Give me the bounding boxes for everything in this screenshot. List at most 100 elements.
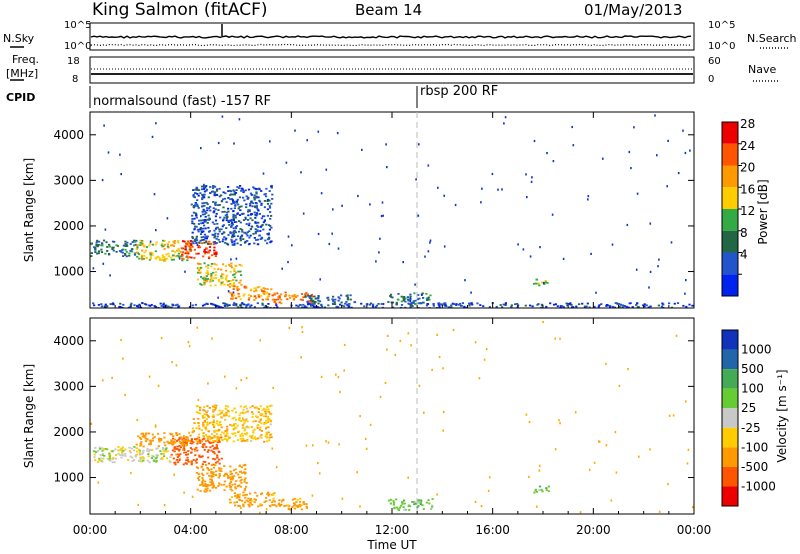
echo-cell [442,367,444,370]
echo-cell [102,239,106,242]
echo-cell [252,429,255,432]
echo-cell [263,422,266,424]
echo-cell [172,443,175,446]
echo-cell [195,427,198,430]
echo-cell [197,425,200,427]
freq-panel-frame [89,56,695,84]
echo-cell [224,192,227,195]
echo-cell [230,224,233,227]
echo-cell [242,191,245,194]
echo-cell [303,503,306,505]
echo-cell [207,469,211,471]
echo-cell [130,471,132,475]
echo-cell [213,251,216,254]
echo-cell [198,475,201,478]
echo-cell [218,483,220,486]
echo-cell [217,238,220,241]
echo-cell [631,306,634,308]
echo-cell [236,186,239,188]
echo-cell [202,485,205,487]
echo-cell [312,305,315,308]
echo-cell [265,419,268,422]
echo-cell [232,283,236,286]
echo-cell [202,219,205,222]
echo-cell [317,299,320,302]
echo-cell [190,440,194,442]
echo-cell [196,243,199,247]
echo-cell [124,253,127,255]
echo-cell [203,196,206,199]
echo-cell [201,194,204,196]
echo-cell [184,436,187,438]
echo-cell [200,215,202,218]
echo-cell [262,287,265,289]
echo-cell [208,407,211,409]
echo-cell [151,455,154,457]
echo-cell [140,254,143,257]
echo-cell [179,446,182,449]
echo-cell [225,237,228,240]
echo-cell [177,438,180,441]
echo-cell [117,449,120,452]
echo-cell [458,302,462,305]
echo-cell [149,257,152,260]
echo-cell [491,172,494,176]
echo-cell [267,303,270,305]
echo-cell [418,143,420,146]
echo-cell [299,298,302,301]
echo-cell [246,440,249,442]
x-tick-label: 00:00 [677,523,712,537]
echo-cell [541,490,544,493]
echo-cell [163,441,166,444]
echo-cell [203,213,206,216]
echo-cell [636,302,639,305]
echo-cell [528,475,530,478]
echo-cell [92,267,95,270]
noise-panel-frame [89,22,695,51]
colorbar-tick-label: -1000 [741,479,776,493]
echo-cell [191,222,194,225]
echo-cell [263,440,266,443]
echo-cell [364,437,367,440]
echo-cell [179,453,182,455]
echo-cell [218,230,221,233]
echo-cell [538,284,541,287]
echo-cell [268,436,271,439]
echo-cell [380,215,383,218]
echo-cell [213,458,217,461]
echo-cell [247,219,250,221]
echo-cell [195,237,198,240]
echo-cell [242,412,245,415]
echo-cell [142,451,145,454]
echo-cell [254,213,257,216]
echo-cell [206,222,209,224]
echo-cell [185,444,188,447]
echo-cell [140,441,143,443]
echo-cell [204,220,207,223]
echo-cell [572,144,575,147]
echo-cell [610,499,613,502]
echo-cell [453,303,456,305]
echo-cell [269,240,273,243]
colorbar-tick-label: 20 [740,161,755,175]
echo-cell [185,441,188,444]
echo-cell [202,416,205,419]
echo-cell [203,250,206,253]
echo-cell [101,460,104,463]
echo-cell [175,304,178,307]
echo-cell [207,219,211,221]
echo-cell [212,423,215,426]
echo-cell [273,504,276,506]
echo-cell [482,305,485,308]
echo-cell [415,502,418,505]
echo-cell [250,440,253,442]
echo-cell [201,242,204,245]
echo-cell [247,210,250,213]
echo-cell [192,211,195,214]
x-tick-label: 16:00 [475,523,510,537]
echo-cell [210,478,213,481]
echo-cell [240,466,243,469]
cpid-label: CPID [6,91,35,104]
echo-cell [430,507,433,510]
